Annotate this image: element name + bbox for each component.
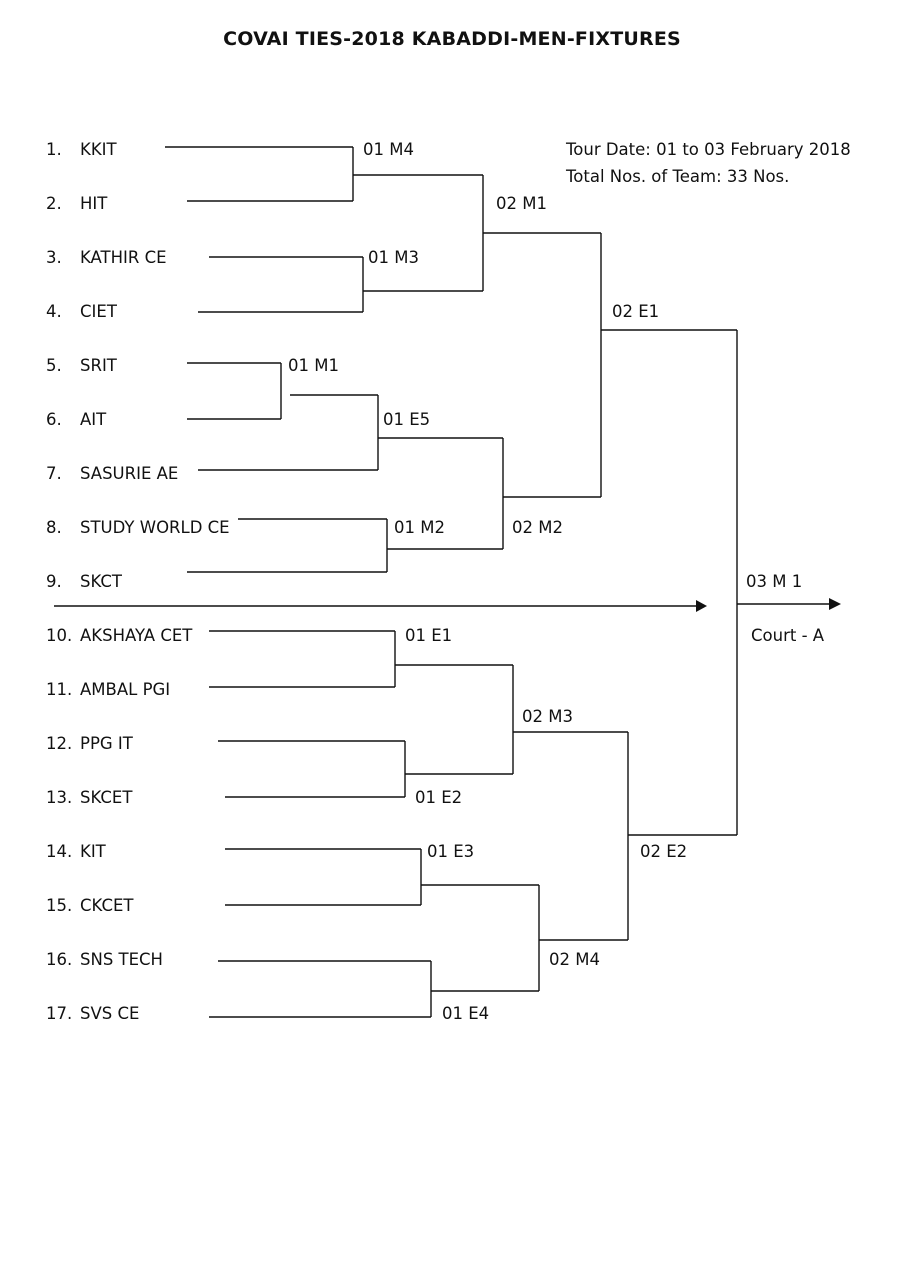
match-label: 01 E4 bbox=[442, 1004, 490, 1023]
match-label: 03 M 1 bbox=[746, 572, 803, 591]
court-label: Court - A bbox=[751, 626, 825, 645]
team-name: SKCET bbox=[80, 788, 133, 807]
match-label: 02 M1 bbox=[496, 194, 547, 213]
match-label: 01 M1 bbox=[288, 356, 339, 375]
match-label: 02 E2 bbox=[640, 842, 688, 861]
team-name: SNS TECH bbox=[80, 950, 163, 969]
team-number: 9. bbox=[46, 572, 62, 591]
team-name: HIT bbox=[80, 194, 108, 213]
team-name: AKSHAYA CET bbox=[80, 626, 193, 645]
team-name: SVS CE bbox=[80, 1004, 140, 1023]
team-number: 6. bbox=[46, 410, 62, 429]
team-number: 7. bbox=[46, 464, 62, 483]
team-name: CIET bbox=[80, 302, 117, 321]
team-number: 15. bbox=[46, 896, 73, 915]
team-name: STUDY WORLD CE bbox=[80, 518, 230, 537]
team-name: PPG IT bbox=[80, 734, 133, 753]
final-arrow-head bbox=[829, 598, 841, 610]
total-teams: Total Nos. of Team: 33 Nos. bbox=[566, 167, 790, 186]
tour-date: Tour Date: 01 to 03 February 2018 bbox=[566, 140, 851, 159]
team-name: SKCT bbox=[80, 572, 122, 591]
team-name: KATHIR CE bbox=[80, 248, 167, 267]
team-number: 10. bbox=[46, 626, 73, 645]
team-number: 13. bbox=[46, 788, 73, 807]
match-label: 01 M4 bbox=[363, 140, 414, 159]
match-label: 01 E3 bbox=[427, 842, 475, 861]
team-number: 8. bbox=[46, 518, 62, 537]
team-number: 4. bbox=[46, 302, 62, 321]
team-name: AIT bbox=[80, 410, 107, 429]
team-name: KIT bbox=[80, 842, 106, 861]
team-number: 3. bbox=[46, 248, 62, 267]
match-label: 01 E1 bbox=[405, 626, 453, 645]
team-name: SASURIE AE bbox=[80, 464, 179, 483]
team-number: 12. bbox=[46, 734, 73, 753]
team-number: 5. bbox=[46, 356, 62, 375]
match-label: 02 M2 bbox=[512, 518, 563, 537]
match-label: 01 M2 bbox=[394, 518, 445, 537]
team-number: 16. bbox=[46, 950, 73, 969]
team-name: AMBAL PGI bbox=[80, 680, 171, 699]
team-number: 17. bbox=[46, 1004, 73, 1023]
match-label: 01 E5 bbox=[383, 410, 431, 429]
team-number: 2. bbox=[46, 194, 62, 213]
team-name: SRIT bbox=[80, 356, 117, 375]
team-number: 14. bbox=[46, 842, 73, 861]
team-name: CKCET bbox=[80, 896, 134, 915]
page-title: COVAI TIES-2018 KABADDI-MEN-FIXTURES bbox=[223, 28, 681, 50]
match-label: 02 E1 bbox=[612, 302, 660, 321]
match-label: 02 M4 bbox=[549, 950, 600, 969]
team-name: KKIT bbox=[80, 140, 117, 159]
match-label: 02 M3 bbox=[522, 707, 573, 726]
team-number: 11. bbox=[46, 680, 73, 699]
team-number: 1. bbox=[46, 140, 62, 159]
match-label: 01 M3 bbox=[368, 248, 419, 267]
match-label: 01 E2 bbox=[415, 788, 463, 807]
divider-arrow-head bbox=[696, 600, 707, 612]
